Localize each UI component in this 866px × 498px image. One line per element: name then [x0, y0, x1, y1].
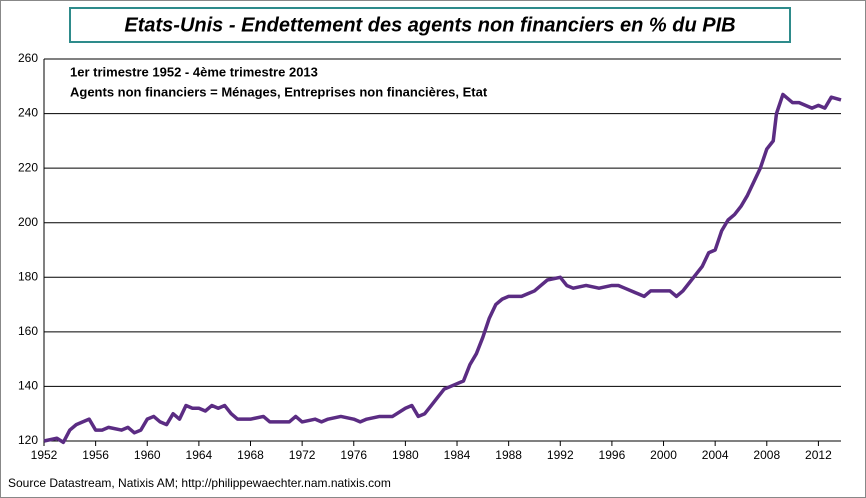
y-tick-label: 160: [18, 324, 38, 338]
x-tick-label: 1952: [31, 448, 58, 462]
x-tick-label: 1968: [237, 448, 264, 462]
x-tick-label: 1960: [134, 448, 161, 462]
subtitle: 1er trimestre 1952 - 4ème trimestre 2013: [70, 64, 318, 79]
x-tick-label: 2004: [702, 448, 729, 462]
x-tick-label: 1988: [495, 448, 522, 462]
title-box: [69, 7, 791, 43]
x-tick-label: 1956: [82, 448, 109, 462]
chart-title: Etats-Unis - Endettement des agents non …: [124, 14, 735, 36]
x-tick-label: 1992: [547, 448, 574, 462]
x-tick-label: 1976: [340, 448, 367, 462]
x-tick-label: 2000: [650, 448, 677, 462]
x-tick-label: 1964: [186, 448, 213, 462]
x-tick-label: 1972: [289, 448, 316, 462]
x-tick-label: 2012: [805, 448, 832, 462]
y-tick-label: 180: [18, 269, 38, 283]
y-tick-label: 240: [18, 106, 38, 120]
y-tick-label: 120: [18, 433, 38, 447]
y-tick-label: 220: [18, 160, 38, 174]
y-tick-label: 200: [18, 215, 38, 229]
x-tick-label: 1996: [599, 448, 626, 462]
y-tick-label: 260: [18, 51, 38, 65]
source-note: Source Datastream, Natixis AM; http://ph…: [8, 476, 391, 490]
y-tick-label: 140: [18, 379, 38, 393]
x-tick-label: 1980: [392, 448, 419, 462]
x-tick-label: 1984: [444, 448, 471, 462]
data-line: [43, 92, 842, 445]
x-tick-label: 2008: [753, 448, 780, 462]
subtitle-2: Agents non financiers = Ménages, Entrepr…: [70, 84, 488, 99]
